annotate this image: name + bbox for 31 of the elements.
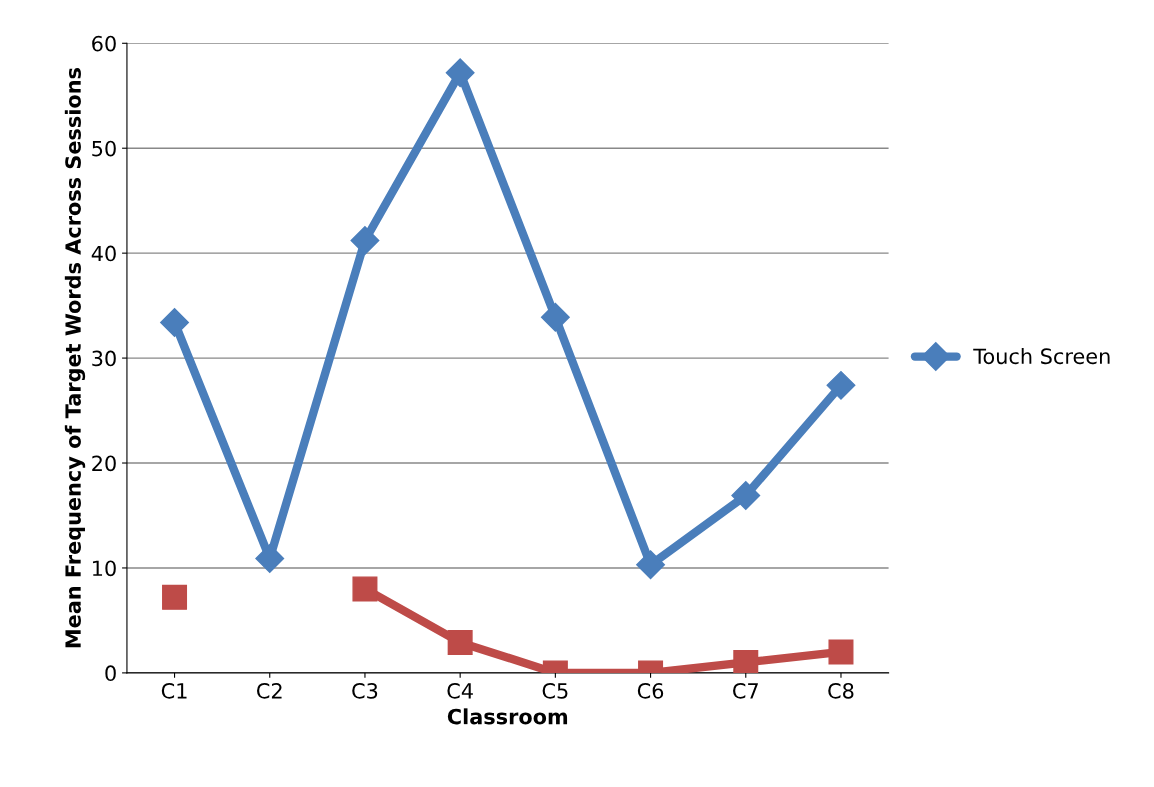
x-tick-label: C1 (161, 682, 187, 699)
x-tick-label: C6 (637, 682, 664, 699)
point (636, 550, 666, 580)
point (352, 576, 378, 602)
y-tick-label: 30 (92, 350, 116, 367)
legend-label: Touch Screen (973, 348, 1110, 365)
y-tick-label: 20 (92, 455, 116, 472)
x-tick-label: C2 (257, 682, 282, 699)
point (731, 481, 761, 510)
y-tick-label: 10 (93, 560, 116, 577)
point (162, 584, 188, 610)
point (350, 226, 380, 256)
y-tick-label: 40 (91, 245, 116, 262)
x-tick-label: C3 (352, 682, 378, 699)
point (445, 58, 475, 88)
x-tick-label: C4 (447, 682, 473, 699)
y-axis-title: Mean Frequency of Target Words Across Sessions (64, 68, 86, 648)
x-tick-label: C7 (733, 682, 758, 699)
y-tick-label: 60 (92, 35, 116, 52)
point (160, 307, 189, 337)
point (828, 639, 854, 665)
x-axis-title: Classroom (447, 708, 568, 725)
y-tick-label: 50 (92, 140, 116, 157)
point (447, 629, 473, 655)
point (733, 649, 759, 673)
point (255, 544, 285, 573)
x-tick-label: C5 (542, 682, 568, 699)
y-tick-label: 0 (105, 665, 116, 682)
x-tick-label: C8 (828, 682, 854, 699)
point (826, 370, 856, 400)
point (540, 302, 570, 332)
